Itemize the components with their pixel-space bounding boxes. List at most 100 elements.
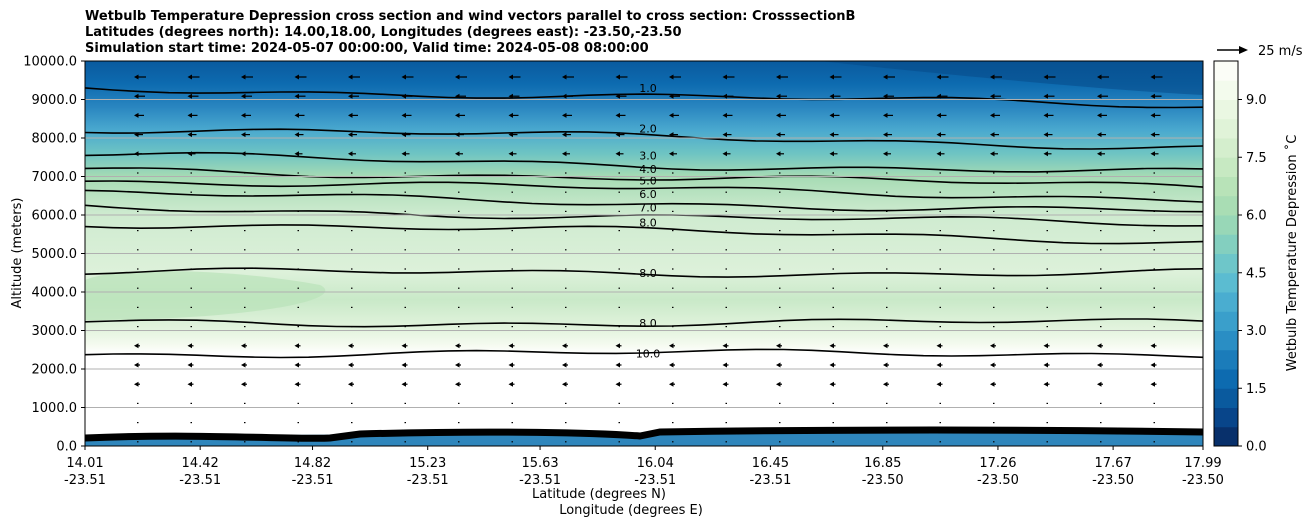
wind-arrow-icon [1150, 74, 1163, 80]
colorbar-segment [1214, 426, 1238, 447]
wind-arrow-icon [294, 151, 303, 157]
wind-arrow-icon [508, 381, 515, 387]
gridlines [85, 99, 1203, 408]
wind-arrow-icon [936, 381, 943, 387]
contour-line-4.0 [85, 167, 1203, 188]
wind-arrow-icon [1043, 343, 1050, 349]
colorbar-tick-label: 6.0 [1246, 209, 1267, 224]
colorbar-segment [1214, 138, 1238, 158]
colorbar-segment [1214, 407, 1238, 428]
contour-line-3.0 [85, 151, 1203, 173]
wind-arrow-icon [669, 362, 675, 368]
chart-title-line-3: Simulation start time: 2024-05-07 00:00:… [85, 41, 649, 56]
wind-arrow-icon [1150, 381, 1157, 387]
wind-arrow-icon [134, 381, 140, 387]
wind-arrow-icon [1097, 112, 1107, 118]
wind-arrow-icon [241, 93, 252, 99]
x-tick-label-lat: 16.85 [864, 456, 901, 471]
x-tick-label-lon: -23.50 [1092, 473, 1134, 488]
colorbar-segment [1214, 61, 1238, 81]
wind-arrow-icon [134, 74, 146, 80]
wind-arrow-icon [990, 132, 999, 138]
wind-arrow-icon [1097, 132, 1106, 138]
wind-arrow-icon [455, 112, 465, 118]
wind-arrow-icon [187, 343, 194, 349]
x-tick-label-lon: -23.50 [1182, 473, 1224, 488]
contour-label: 8.0 [639, 217, 657, 230]
wind-arrow-icon [1097, 381, 1103, 387]
wind-arrow-icon [776, 112, 786, 118]
quiver-key-label: 25 m/s [1258, 44, 1303, 59]
wind-arrow-icon [829, 132, 839, 138]
quiver-key: 25 m/s [1217, 44, 1303, 59]
chart-title-line-2: Latitudes (degrees north): 14.00,18.00, … [85, 25, 682, 40]
wind-arrow-icon [1204, 151, 1212, 156]
colorbar-segment [1214, 118, 1238, 139]
wind-arrow-icon [829, 112, 840, 118]
y-tick-label: 0.0 [56, 440, 77, 455]
wind-arrow-icon [562, 362, 568, 368]
upper-dark-region [85, 61, 1203, 95]
wind-arrow-icon [669, 112, 679, 118]
wind-arrow-icon [1150, 343, 1157, 349]
wind-arrow-icon [294, 74, 307, 80]
wind-arrow-icon [562, 343, 568, 349]
wind-arrow-icon [187, 362, 194, 368]
y-tick-label: 4000.0 [32, 286, 78, 301]
wind-arrow-icon [722, 343, 729, 349]
y-tick-label: 2000.0 [32, 363, 78, 378]
wind-arrow-icon [1204, 363, 1210, 368]
wind-arrow-icon [990, 343, 996, 349]
wind-arrow-icon [187, 112, 198, 118]
wind-arrow-icon [1204, 94, 1215, 99]
colorbar-segment [1214, 311, 1238, 331]
contour-label: 5.0 [639, 174, 657, 187]
wind-arrow-icon [241, 381, 247, 387]
wind-arrow-icon [776, 151, 784, 157]
x-tick-label-lon: -23.51 [407, 473, 449, 488]
colorbar-segment [1214, 253, 1238, 274]
wind-arrow-icon [348, 381, 354, 387]
wind-arrow-icon [348, 112, 358, 118]
wind-arrow-icon [401, 381, 408, 387]
wind-arrow-icon [990, 381, 996, 387]
colorbar-tick-label: 9.0 [1246, 93, 1267, 108]
wind-arrow-icon [187, 132, 197, 138]
x-tick-label-lat: 16.45 [752, 456, 789, 471]
contour-label: 2.0 [639, 122, 657, 135]
contour-label: 3.0 [639, 149, 657, 162]
wind-arrow-icon [1043, 151, 1052, 157]
contour-line-2.0 [85, 128, 1203, 150]
wind-arrow-icon [1150, 362, 1157, 368]
wind-arrow-icon [401, 74, 414, 80]
x-tick-label-lat: 14.01 [66, 456, 103, 471]
wind-arrow-icon [722, 132, 732, 138]
colorbar-segment [1214, 369, 1238, 389]
contour-label: 6.0 [639, 188, 657, 201]
wind-arrow-icon [562, 132, 571, 138]
colorbar-segment [1214, 195, 1238, 216]
wind-arrow-icon [294, 381, 301, 387]
x-tick-label-lat: 16.04 [637, 456, 674, 471]
contour-label: 7.0 [639, 201, 657, 214]
wind-arrow-icon [990, 74, 1002, 80]
wind-arrow-icon [187, 74, 200, 80]
chart-title-line-1: Wetbulb Temperature Depression cross sec… [85, 9, 856, 24]
colorbar-segment [1214, 272, 1238, 293]
contour-line-6.0 [85, 189, 1203, 213]
wind-arrow-icon [1097, 362, 1103, 368]
wind-arrow-icon [348, 93, 359, 99]
wind-arrow-icon [1204, 113, 1214, 118]
wind-arrow-icon [1043, 93, 1055, 99]
wind-arrow-icon [722, 112, 733, 118]
wind-arrow-icon [883, 362, 889, 368]
wind-arrow-icon [669, 343, 675, 349]
colorbar-segment [1214, 292, 1238, 312]
wind-arrow-icon [990, 112, 1000, 118]
wind-arrow-icon [829, 362, 836, 368]
contour-line-8.0 [85, 224, 1203, 245]
wind-arrow-icon [241, 362, 247, 368]
wind-arrow-icon [401, 112, 412, 118]
contour-label: 1.0 [639, 82, 657, 95]
x-tick-label-lon: -23.51 [634, 473, 676, 488]
